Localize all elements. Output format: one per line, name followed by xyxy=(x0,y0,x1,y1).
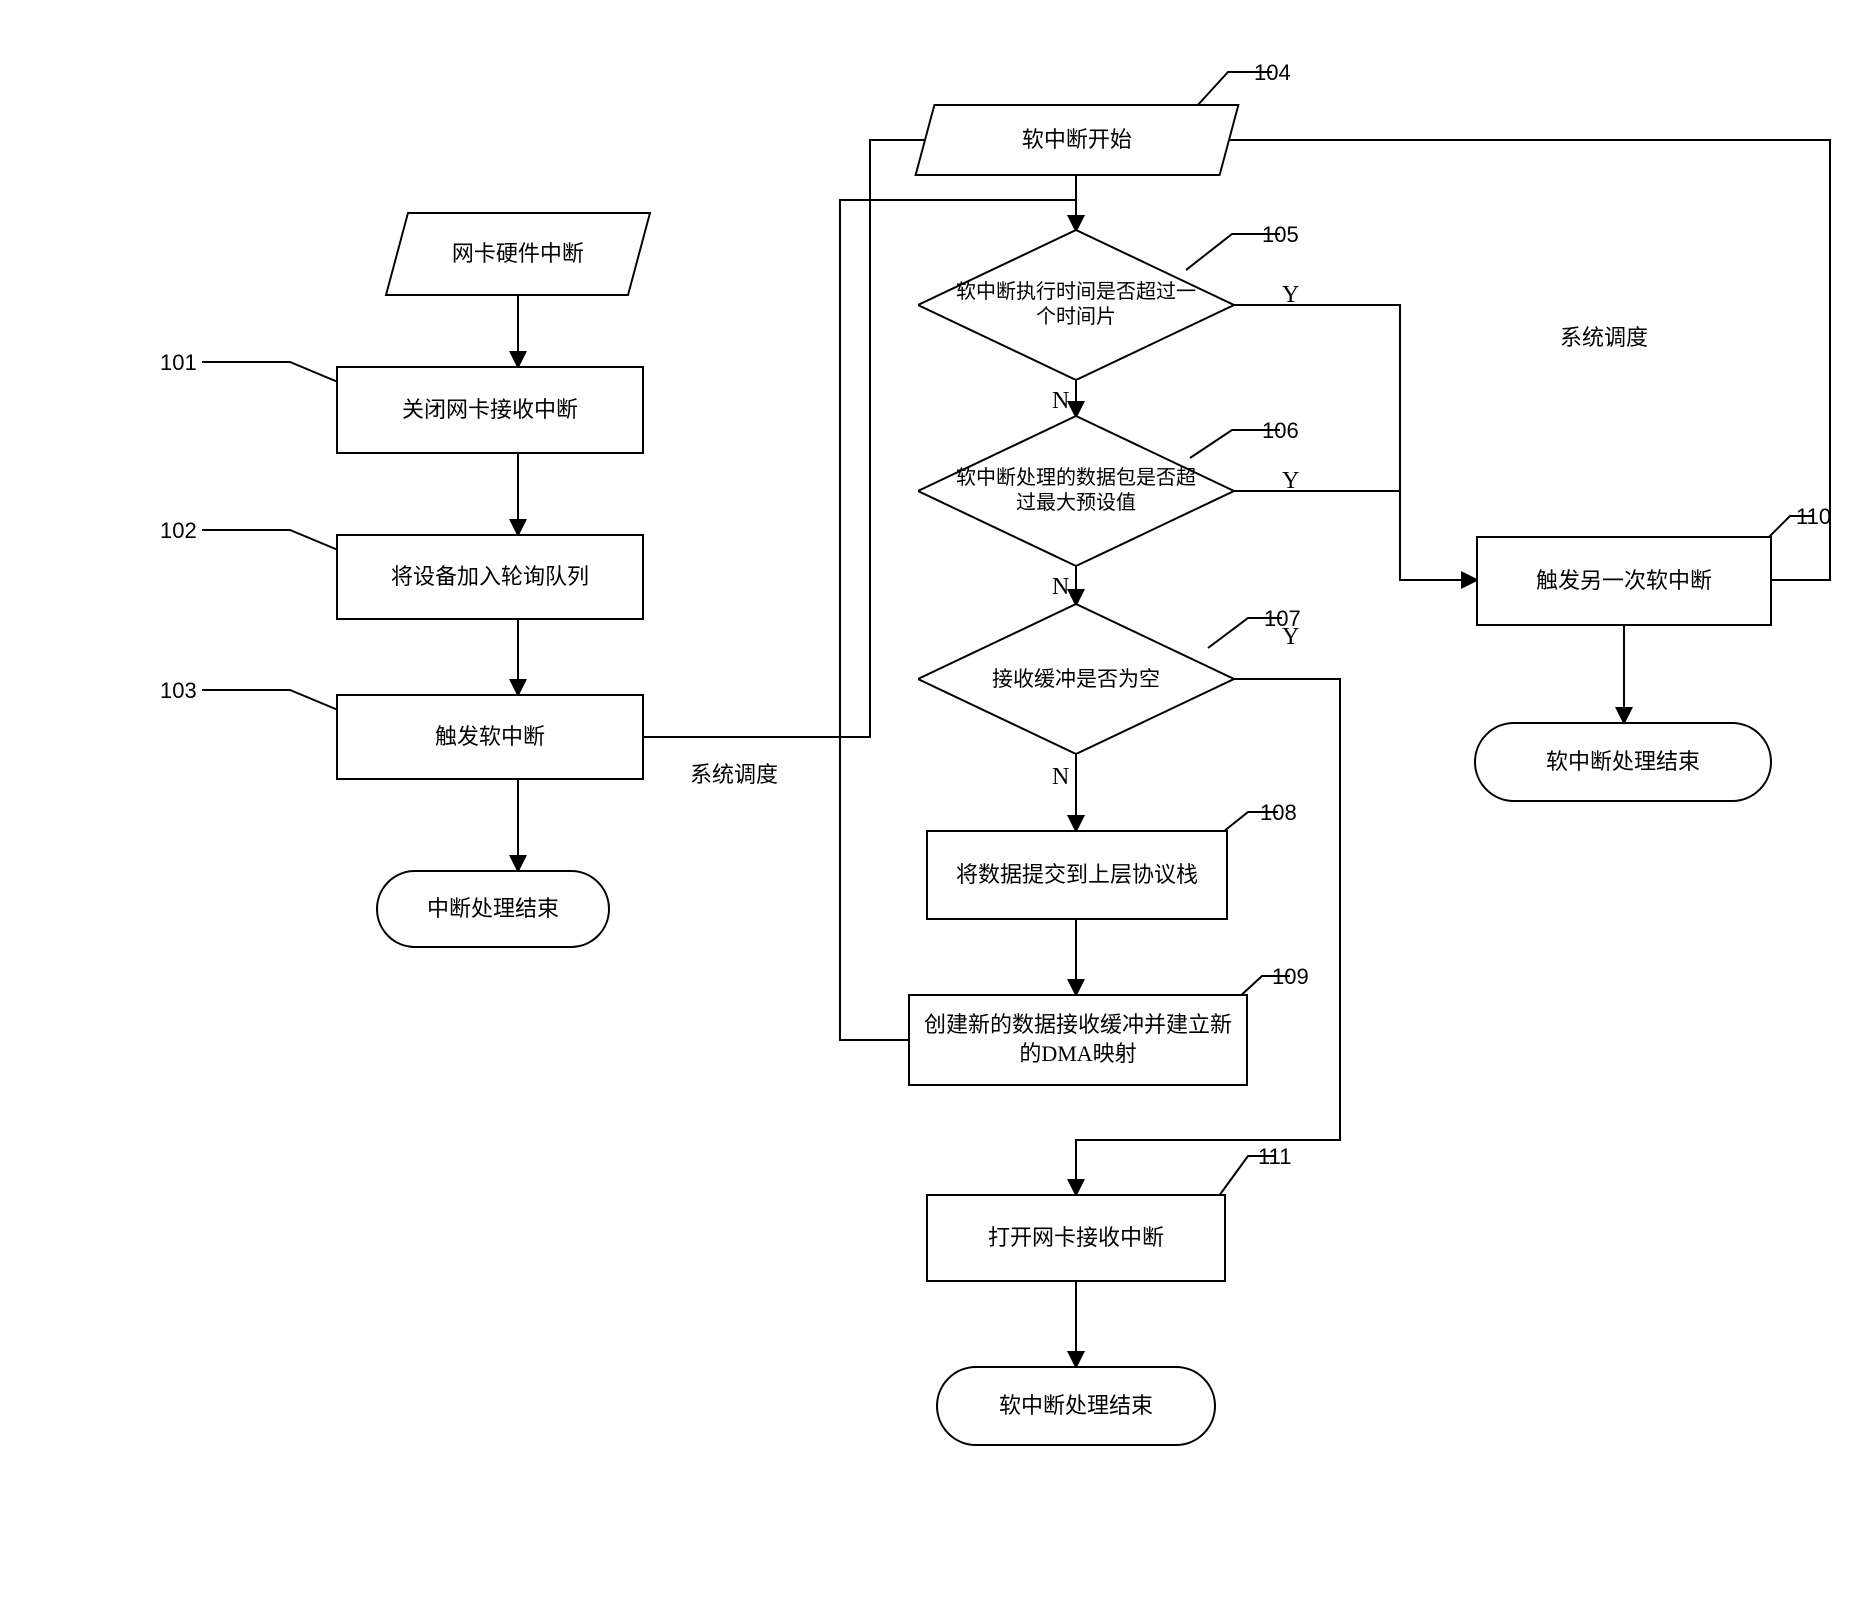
node-110-text: 触发另一次软中断 xyxy=(1536,567,1712,596)
node-104: 软中断开始 xyxy=(914,104,1239,176)
branch-n-107: N xyxy=(1052,764,1069,791)
label-sched-right: 系统调度 xyxy=(1560,320,1648,352)
num-106: 106 xyxy=(1262,418,1299,444)
label-sched-left: 系统调度 xyxy=(690,757,778,789)
node-102-text: 将设备加入轮询队列 xyxy=(391,563,589,592)
num-109: 109 xyxy=(1272,964,1309,990)
num-111: 111 xyxy=(1258,1144,1291,1170)
branch-y-106: Y xyxy=(1282,468,1299,495)
num-103: 103 xyxy=(160,678,197,704)
num-104: 104 xyxy=(1254,60,1291,86)
node-107-text: 接收缓冲是否为空 xyxy=(992,666,1160,692)
start-hw-interrupt: 网卡硬件中断 xyxy=(385,212,652,296)
num-108: 108 xyxy=(1260,800,1297,826)
node-101: 关闭网卡接收中断 xyxy=(336,366,644,454)
node-111-text: 打开网卡接收中断 xyxy=(988,1224,1164,1253)
branch-y-105: Y xyxy=(1282,282,1299,309)
end-interrupt-text: 中断处理结束 xyxy=(427,895,559,924)
node-105: 软中断执行时间是否超过一个时间片 xyxy=(918,230,1234,380)
node-101-text: 关闭网卡接收中断 xyxy=(402,396,578,425)
end-softint-1-text: 软中断处理结束 xyxy=(1546,748,1700,777)
num-105: 105 xyxy=(1262,222,1299,248)
node-105-text: 软中断执行时间是否超过一个时间片 xyxy=(950,280,1203,330)
num-110: 110 xyxy=(1796,504,1831,530)
node-110: 触发另一次软中断 xyxy=(1476,536,1772,626)
num-101: 101 xyxy=(160,350,197,376)
node-106: 软中断处理的数据包是否超过最大预设值 xyxy=(918,416,1234,566)
start-hw-label: 网卡硬件中断 xyxy=(452,240,584,269)
num-102: 102 xyxy=(160,518,197,544)
branch-n-105: N xyxy=(1052,388,1069,415)
node-111: 打开网卡接收中断 xyxy=(926,1194,1226,1282)
branch-n-106: N xyxy=(1052,574,1069,601)
node-102: 将设备加入轮询队列 xyxy=(336,534,644,620)
end-softint-1: 软中断处理结束 xyxy=(1474,722,1772,802)
end-softint-2-text: 软中断处理结束 xyxy=(999,1392,1153,1421)
node-107: 接收缓冲是否为空 xyxy=(918,604,1234,754)
node-109: 创建新的数据接收缓冲并建立新的DMA映射 xyxy=(908,994,1248,1086)
branch-y-107: Y xyxy=(1282,624,1299,651)
node-103-text: 触发软中断 xyxy=(435,723,545,752)
node-108-text: 将数据提交到上层协议栈 xyxy=(956,861,1198,890)
node-106-text: 软中断处理的数据包是否超过最大预设值 xyxy=(950,466,1203,516)
end-softint-2: 软中断处理结束 xyxy=(936,1366,1216,1446)
node-108: 将数据提交到上层协议栈 xyxy=(926,830,1228,920)
end-interrupt: 中断处理结束 xyxy=(376,870,610,948)
node-103: 触发软中断 xyxy=(336,694,644,780)
node-104-text: 软中断开始 xyxy=(1022,126,1132,155)
node-109-text: 创建新的数据接收缓冲并建立新的DMA映射 xyxy=(920,1011,1236,1068)
